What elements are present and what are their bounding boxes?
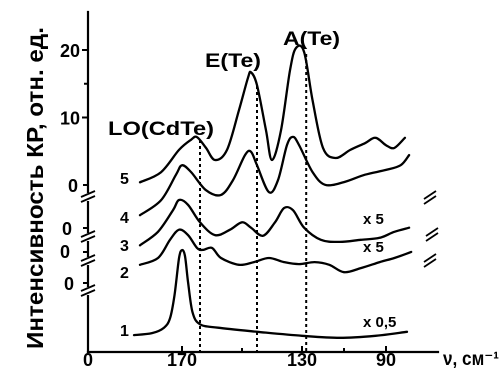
spectrum-curve-3: [138, 198, 411, 247]
scale-factor-label: x 0,5: [363, 314, 396, 331]
scale-factor-label: x 5: [363, 239, 384, 256]
zero-label: 0: [64, 274, 74, 294]
spectrum-curve-5: [138, 44, 407, 184]
curve-number-label: 5: [120, 171, 129, 188]
break-strokes: [80, 190, 96, 203]
y-axis-break-mark: [80, 284, 96, 297]
break-strokes: [80, 230, 96, 243]
spectrum-curve-2: [138, 228, 413, 274]
y-axis-label: Интенсивность КР, отн. ед.: [22, 27, 48, 349]
right-break-mark: [423, 253, 437, 268]
y-axis-break-mark: [80, 230, 96, 243]
peak-label: A(Te): [283, 29, 340, 50]
zero-label: 0: [68, 176, 78, 196]
curve-number-label: 4: [120, 210, 129, 227]
curve-number-label: 2: [120, 265, 129, 282]
curve-number-label: 3: [120, 238, 129, 255]
zero-label: 0: [83, 350, 93, 369]
spectrum-curve-1: [132, 248, 409, 339]
right-break-mark: [425, 227, 439, 242]
x-axis-label: ν, см⁻¹: [443, 349, 499, 369]
curve-number-label: 1: [120, 323, 129, 340]
zero-label: 0: [60, 242, 70, 262]
peak-label: LO(CdTe): [108, 119, 214, 140]
spectrum-curve-4: [138, 135, 411, 217]
peak-label: E(Te): [205, 51, 261, 72]
axis-gap: [81, 257, 95, 265]
break-strokes: [80, 284, 96, 297]
y-tick-label: 20: [60, 41, 80, 61]
y-axis-break-mark: [80, 254, 96, 267]
scale-factor-label: x 5: [363, 211, 384, 228]
zero-label: 0: [62, 219, 72, 239]
break-strokes: [80, 254, 96, 267]
y-tick-label: 10: [60, 109, 80, 129]
axis-gap: [81, 233, 95, 241]
right-break-mark: [423, 190, 437, 205]
x-tick-label: 90: [376, 350, 396, 369]
y-axis-break-mark: [80, 190, 96, 203]
x-tick-label: 130: [287, 350, 317, 369]
axis-gap: [81, 193, 95, 201]
x-tick-label: 170: [167, 350, 197, 369]
axis-gap: [81, 287, 95, 295]
